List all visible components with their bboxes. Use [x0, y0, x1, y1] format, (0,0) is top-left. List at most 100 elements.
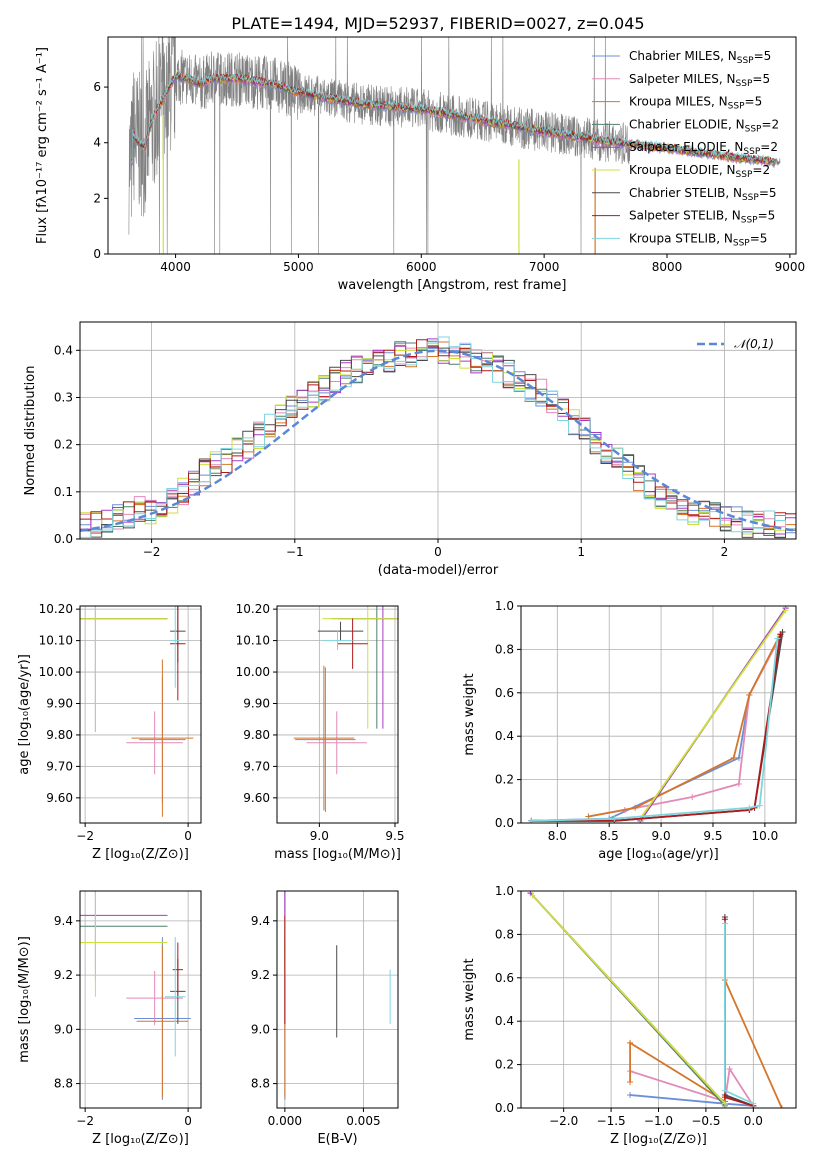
axes-frame	[276, 605, 399, 824]
plot-area	[80, 891, 191, 1100]
legend-subscript: SSP	[728, 102, 745, 112]
y-tick-label: 0.0	[54, 532, 73, 546]
y-tick-label: 0.6	[495, 971, 514, 985]
x-axis-label: E(B-V)	[317, 1132, 357, 1147]
y-tick-label: 9.4	[251, 914, 270, 928]
weight-point	[689, 793, 696, 800]
y-tick-label: 0.3	[54, 390, 73, 404]
x-axis-label: (data-model)/error	[378, 563, 499, 578]
weight-point	[778, 1105, 785, 1108]
x-tick-label: 0.005	[346, 1114, 380, 1128]
x-tick-label: −1.0	[644, 1114, 673, 1128]
x-tick-label: −2.0	[549, 1114, 578, 1128]
legend-subscript: SSP	[743, 147, 760, 157]
weight-point	[782, 607, 789, 614]
y-tick-label: 0.4	[495, 1014, 514, 1028]
x-tick-label: −2	[76, 1114, 94, 1128]
y-tick-label: 0.6	[495, 686, 514, 700]
legend-label: Salpeter STELIB, NSSP=5	[629, 209, 775, 226]
weight-vs-age-axes: 8.0 8.5 9.0 9.5 10.0 0.0 0.2 0.4 0.6 0.8 1.0 age [l…	[462, 599, 797, 862]
age-vs-Z-axes: −2 0 9.60 9.70 9.80 9.90 10.00 10.10 10.20 Z [log…	[17, 602, 202, 862]
y-axis-label: Normed distribution	[23, 366, 38, 496]
weight-series-line	[531, 894, 726, 1105]
plot-area	[293, 606, 398, 812]
weight-series-line	[531, 633, 782, 822]
x-axis-label: age [log₁₀(age/yr)]	[598, 847, 719, 862]
plot-area	[80, 606, 194, 817]
weight-series-line	[629, 1066, 755, 1107]
x-tick-label: 9.0	[652, 829, 671, 843]
y-tick-label: 9.60	[243, 791, 270, 805]
weight-point	[756, 802, 763, 809]
spectrum-axes: 4000 5000 6000 7000 8000 9000 0 2 4 6 wavelength […	[35, 36, 805, 293]
x-tick-label: 7000	[529, 260, 560, 274]
plot-area	[80, 336, 796, 539]
y-tick-label: 9.2	[54, 968, 73, 982]
legend-label-rest: =5	[745, 95, 763, 109]
legend-label: Chabrier STELIB, NSSP=5	[629, 186, 777, 203]
x-tick-label: −2	[76, 829, 94, 843]
legend-subscript: SSP	[737, 56, 754, 66]
weight-point	[735, 780, 742, 787]
y-axis-label: mass weight	[462, 958, 477, 1040]
y-tick-label: 0.4	[495, 729, 514, 743]
y-tick-label: 9.90	[243, 696, 270, 710]
legend-label-rest: =5	[750, 231, 768, 245]
histogram-series	[80, 339, 796, 530]
x-tick-label: 0	[184, 1114, 192, 1128]
x-axis-label: Z [log₁₀(Z/Z⊙)]	[92, 1132, 189, 1147]
x-axis-label: wavelength [Angstrom, rest frame]	[338, 278, 567, 293]
y-tick-label: 0.2	[495, 773, 514, 787]
axes-frame	[520, 890, 797, 1109]
plot-area	[527, 891, 785, 1108]
x-tick-label: 0	[184, 829, 192, 843]
x-tick-label: 9.5	[703, 829, 722, 843]
y-tick-label: 10.10	[236, 634, 270, 648]
y-tick-label: 9.80	[243, 728, 270, 742]
x-tick-label: 6000	[406, 260, 437, 274]
y-tick-label: 1.0	[495, 599, 514, 613]
y-tick-label: 9.0	[54, 1022, 73, 1036]
x-tick-label: −1.5	[597, 1114, 626, 1128]
residual-histogram-axes: −2 −1 0 1 2 0.0 0.1 0.2 0.3 0.4 (data-model)/error…	[23, 321, 797, 578]
weight-point	[627, 1039, 634, 1046]
y-tick-label: 10.00	[39, 665, 73, 679]
y-tick-label: 10.20	[236, 602, 270, 616]
x-tick-label: 8.0	[548, 829, 567, 843]
x-tick-label: 0	[434, 545, 442, 559]
y-tick-label: 0.2	[495, 1058, 514, 1072]
y-tick-label: 8.8	[251, 1077, 270, 1091]
axes-frame	[79, 605, 202, 824]
x-tick-label: 1	[577, 545, 585, 559]
y-tick-label: 8.8	[54, 1077, 73, 1091]
legend-subscript: SSP	[733, 238, 750, 248]
y-tick-label: 0.0	[495, 816, 514, 830]
y-tick-label: 9.60	[46, 791, 73, 805]
weight-point	[721, 1100, 728, 1107]
y-tick-label: 0.4	[54, 343, 73, 357]
y-tick-label: 0.1	[54, 485, 73, 499]
model-line-salpeter-stelib	[130, 71, 776, 164]
legend-label-rest: =5	[759, 186, 777, 200]
y-axis-label: age [log₁₀(age/yr)]	[17, 654, 32, 775]
age-vs-mass-axes: 9.0 9.5 9.60 9.70 9.80 9.90 10.00 10.10 10.20 mas…	[236, 602, 405, 862]
x-axis-label: Z [log₁₀(Z/Z⊙)]	[92, 847, 189, 862]
legend-subscript: SSP	[741, 216, 758, 226]
y-tick-label: 0	[93, 247, 101, 261]
model-line-kroupa-stelib	[131, 71, 776, 164]
y-tick-label: 6	[93, 80, 101, 94]
mass-vs-EBV-axes: 0.000 0.005 8.8 9.0 9.2 9.4 E(B-V)	[251, 890, 399, 1147]
y-tick-label: 0.8	[495, 927, 514, 941]
x-tick-label: 0.000	[268, 1114, 302, 1128]
weight-point	[750, 1100, 757, 1107]
weight-series-line	[639, 609, 787, 820]
legend-label-rest: =2	[752, 163, 770, 177]
y-tick-label: 9.0	[251, 1022, 270, 1036]
y-axis-label: mass weight	[462, 673, 477, 755]
weight-series-line	[588, 633, 782, 818]
legend-label: Kroupa ELODIE, NSSP=2	[629, 163, 770, 180]
legend-label: Salpeter MILES, NSSP=5	[629, 72, 770, 89]
x-tick-label: 9.0	[310, 829, 329, 843]
legend-label: 𝒩(0,1)	[734, 337, 774, 351]
